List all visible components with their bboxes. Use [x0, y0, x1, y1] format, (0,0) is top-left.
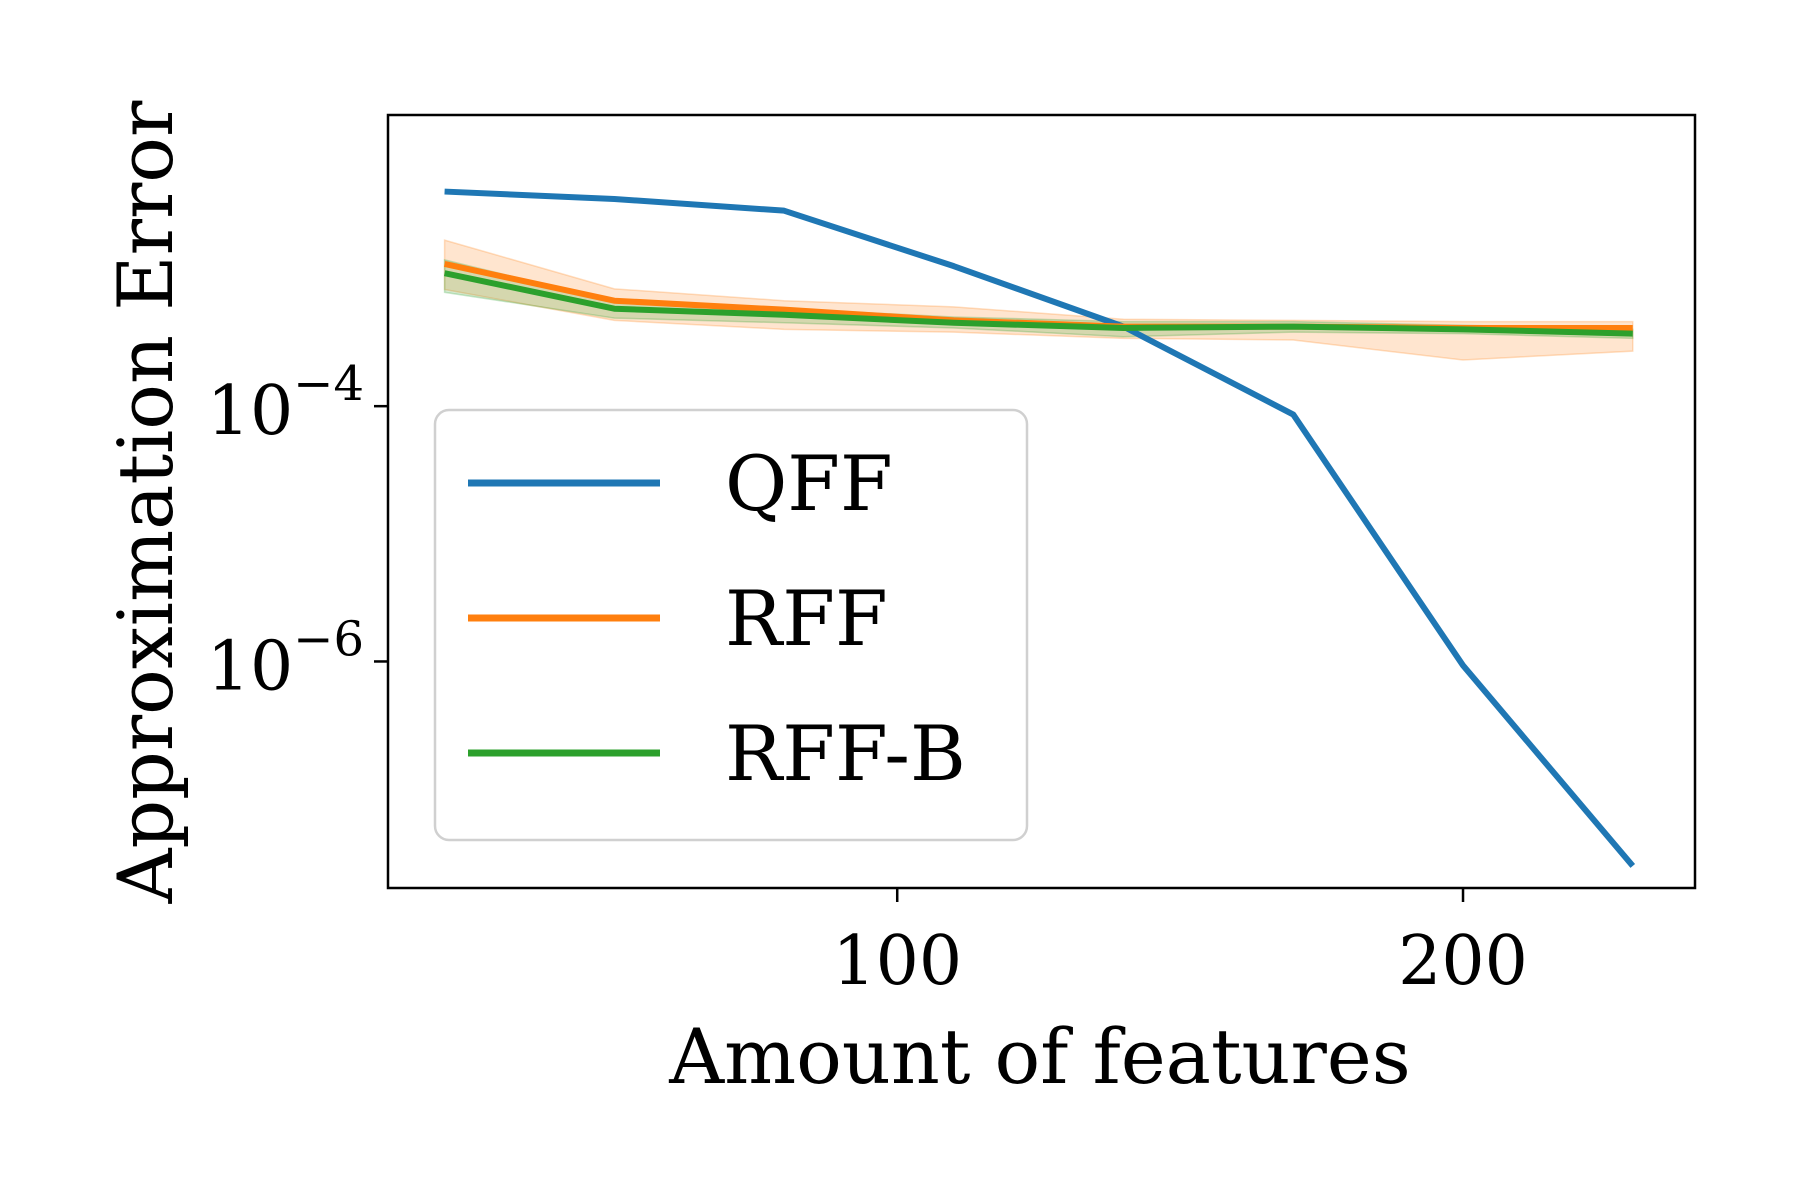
legend-box: [433, 408, 1029, 842]
x-axis-ticks: 100 200: [832, 888, 1528, 1001]
plot-frame: [386, 113, 1697, 890]
legend-label-rff: RFF: [725, 574, 888, 663]
x-tick-label: 200: [1398, 922, 1528, 1001]
x-tick-label: 100: [832, 922, 962, 1001]
series-lines: [443, 188, 1636, 868]
qff-line: [444, 188, 1636, 868]
x-axis-label: Amount of features: [668, 1012, 1411, 1101]
y-axis-ticks: 10−4 10−6: [207, 356, 388, 706]
y-tick-label: 10−4: [207, 356, 364, 451]
legend-label-qff: QFF: [725, 439, 893, 528]
y-axis-label: Approximation Error: [101, 100, 190, 904]
rff-b-line: [443, 270, 1633, 337]
legend-label-rff-b: RFF-B: [725, 709, 966, 798]
legend: QFF RFF RFF-B: [433, 408, 1029, 842]
y-tick-label: 10−6: [207, 611, 364, 706]
